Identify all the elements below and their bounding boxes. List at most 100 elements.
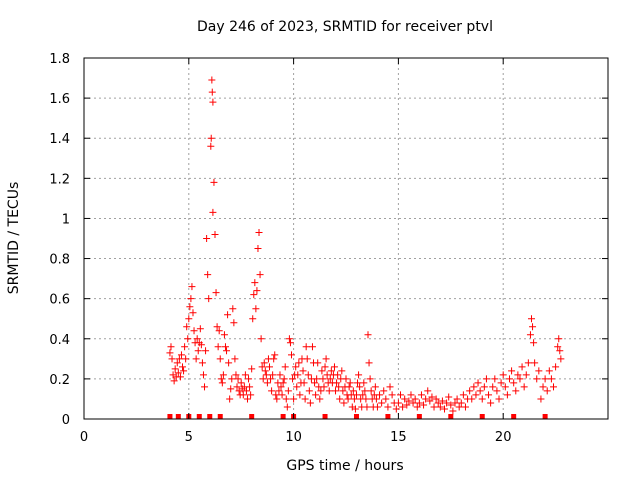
data-point — [441, 405, 449, 413]
baseline-marker — [542, 414, 548, 419]
data-point — [289, 375, 297, 383]
data-point — [530, 339, 538, 347]
data-point — [346, 379, 354, 387]
data-point — [417, 391, 425, 399]
data-point — [472, 391, 480, 399]
data-point — [182, 355, 190, 363]
data-point — [280, 375, 288, 383]
data-point — [179, 363, 187, 371]
data-point — [209, 208, 217, 216]
data-point — [301, 395, 309, 403]
data-point — [449, 407, 457, 415]
data-point — [371, 383, 379, 391]
data-point — [170, 377, 178, 385]
data-point — [388, 391, 396, 399]
data-point — [316, 395, 324, 403]
data-point — [325, 387, 333, 395]
data-point — [184, 335, 192, 343]
data-point — [453, 395, 461, 403]
baseline-marker — [448, 414, 454, 419]
y-tick-label: 1.2 — [49, 172, 70, 187]
data-point — [186, 303, 194, 311]
baseline-marker — [280, 414, 286, 419]
data-point — [555, 335, 563, 343]
data-point — [208, 76, 216, 84]
data-point — [338, 367, 346, 375]
data-point — [237, 379, 245, 387]
data-point — [279, 379, 287, 387]
y-tick-label: 0.8 — [49, 253, 70, 268]
data-point — [363, 403, 371, 411]
data-point — [512, 387, 520, 395]
data-point — [270, 355, 278, 363]
data-point — [248, 365, 256, 373]
data-point — [362, 395, 370, 403]
data-point — [196, 325, 204, 333]
baseline-marker — [167, 414, 173, 419]
data-point — [533, 375, 541, 383]
baseline-marker — [511, 414, 517, 419]
data-point — [278, 391, 286, 399]
data-point — [175, 355, 183, 363]
data-point — [487, 399, 495, 407]
data-point — [171, 365, 179, 373]
data-point — [420, 401, 428, 409]
grid-lines — [84, 58, 608, 419]
y-tick-label: 1.6 — [49, 92, 70, 107]
data-point — [514, 371, 522, 379]
data-point — [251, 279, 259, 287]
data-point — [229, 305, 237, 313]
data-point — [292, 363, 300, 371]
data-point — [526, 331, 534, 339]
data-point — [189, 309, 197, 317]
data-point — [277, 383, 285, 391]
data-point — [216, 355, 224, 363]
data-point — [557, 355, 565, 363]
data-point — [345, 383, 353, 391]
data-point — [422, 395, 430, 403]
data-point — [166, 349, 174, 357]
data-point — [493, 387, 501, 395]
data-point — [317, 387, 325, 395]
baseline-marker — [249, 414, 255, 419]
data-point — [380, 387, 388, 395]
data-point — [231, 355, 239, 363]
data-point — [531, 359, 539, 367]
baseline-marker — [353, 414, 359, 419]
data-point — [322, 355, 330, 363]
data-point — [314, 359, 322, 367]
data-point — [269, 371, 277, 379]
data-point — [257, 335, 265, 343]
data-point — [340, 399, 348, 407]
data-point — [461, 403, 469, 411]
data-point — [188, 283, 196, 291]
data-point — [221, 343, 229, 351]
data-point — [436, 403, 444, 411]
data-point — [457, 399, 465, 407]
data-point — [294, 371, 302, 379]
data-point — [168, 355, 176, 363]
data-point — [415, 399, 423, 407]
data-point — [491, 375, 499, 383]
data-point — [176, 373, 184, 381]
data-point — [302, 343, 310, 351]
data-point — [220, 331, 228, 339]
data-point — [545, 367, 553, 375]
baseline-marker — [207, 414, 213, 419]
data-point — [215, 327, 223, 335]
data-point — [366, 375, 374, 383]
data-point — [243, 395, 251, 403]
data-point — [468, 395, 476, 403]
data-point — [225, 359, 233, 367]
data-point — [261, 367, 269, 375]
data-point — [497, 379, 505, 387]
data-point — [187, 295, 195, 303]
data-point — [201, 383, 209, 391]
data-point — [547, 375, 555, 383]
data-point — [336, 395, 344, 403]
data-point — [554, 343, 562, 351]
data-point — [284, 387, 292, 395]
data-point — [352, 391, 360, 399]
data-point — [245, 375, 253, 383]
